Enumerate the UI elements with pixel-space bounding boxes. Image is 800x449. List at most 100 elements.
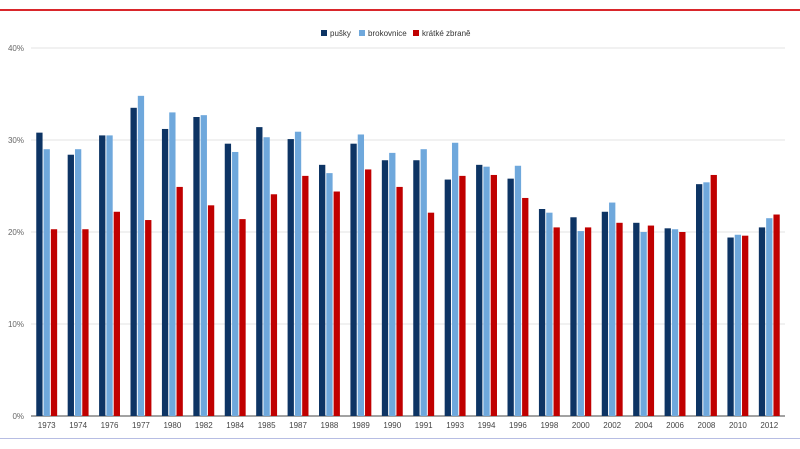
bar-brokovnice-2006 (671, 229, 679, 416)
x-tick-label: 1988 (321, 421, 339, 430)
bar-brokovnice-2012 (766, 218, 773, 416)
bar-pušky-1994 (476, 164, 483, 416)
bar-pušky-2008 (696, 184, 703, 416)
bar-brokovnice-1987 (294, 131, 302, 416)
bar-brokovnice-2004 (640, 232, 647, 416)
bar-brokovnice-1982 (200, 115, 207, 416)
bar-krátké-zbraně-1993 (459, 175, 466, 416)
x-tick-label: 1996 (509, 421, 527, 430)
bar-krátké-zbraně-2006 (679, 232, 686, 416)
bar-krátké-zbraně-1977 (145, 220, 152, 416)
bar-pušky-1998 (538, 209, 546, 416)
x-tick-label: 2010 (729, 421, 747, 430)
bar-brokovnice-1973 (43, 149, 50, 416)
bar-pušky-1991 (413, 160, 420, 416)
grid-lines (31, 47, 785, 417)
bar-krátké-zbraně-2012 (773, 214, 780, 416)
bars (36, 95, 780, 417)
x-tick-label: 1987 (289, 421, 307, 430)
bar-brokovnice-1993 (451, 142, 459, 416)
bar-brokovnice-1977 (137, 95, 145, 416)
bar-pušky-1982 (193, 117, 200, 416)
x-tick-label: 2012 (760, 421, 778, 430)
bar-krátké-zbraně-1989 (365, 169, 372, 416)
bar-brokovnice-2002 (609, 202, 616, 416)
y-tick-label: 40% (8, 44, 24, 53)
bar-pušky-1987 (287, 139, 294, 416)
bar-brokovnice-2000 (577, 231, 584, 416)
bar-pušky-1974 (67, 154, 74, 416)
bar-pušky-2010 (727, 237, 734, 416)
bar-brokovnice-1991 (420, 149, 427, 416)
bar-brokovnice-1996 (514, 165, 522, 416)
bar-krátké-zbraně-1996 (522, 197, 529, 416)
x-tick-label: 2000 (572, 421, 590, 430)
y-tick-label: 20% (8, 228, 24, 237)
bar-pušky-2012 (758, 227, 766, 416)
bar-krátké-zbraně-2008 (710, 174, 717, 416)
x-tick-label: 1982 (195, 421, 213, 430)
x-tick-label: 1973 (38, 421, 56, 430)
bar-brokovnice-1976 (106, 135, 113, 416)
bar-pušky-1980 (161, 128, 169, 416)
x-tick-label: 1980 (163, 421, 181, 430)
bar-pušky-1993 (444, 179, 451, 416)
y-axis-labels: 0% 10% 20% 30% 40% (8, 44, 24, 421)
x-tick-label: 2008 (698, 421, 716, 430)
bar-krátké-zbraně-1985 (270, 194, 278, 416)
bar-pušky-2000 (570, 217, 577, 416)
bar-krátké-zbraně-1984 (239, 219, 246, 416)
bar-pušky-1984 (224, 143, 232, 416)
x-axis-labels: 1973 1974 1976 1977 1980 1982 1984 1985 1987 1988… (38, 421, 779, 430)
bar-krátké-zbraně-1982 (207, 205, 215, 416)
bottom-rule (0, 438, 800, 439)
bar-brokovnice-1985 (263, 137, 270, 417)
x-tick-label: 1993 (446, 421, 464, 430)
bar-krátké-zbraně-1973 (50, 229, 58, 416)
x-tick-label: 1994 (478, 421, 496, 430)
bar-pušky-1976 (99, 135, 106, 416)
bar-brokovnice-1998 (546, 212, 553, 416)
bar-krátké-zbraně-1974 (82, 229, 89, 416)
bar-krátké-zbraně-2004 (647, 225, 655, 416)
bar-krátké-zbraně-1980 (176, 186, 183, 416)
bar-brokovnice-2008 (703, 182, 710, 416)
bar-pušky-1973 (36, 132, 43, 416)
x-tick-label: 1985 (258, 421, 276, 430)
bar-pušky-1996 (507, 178, 514, 416)
bar-brokovnice-2010 (734, 234, 742, 416)
x-tick-label: 2002 (603, 421, 621, 430)
bar-pušky-2002 (601, 211, 609, 416)
bar-krátké-zbraně-1990 (396, 186, 403, 416)
bar-pušky-1990 (381, 160, 389, 416)
x-tick-label: 1990 (383, 421, 401, 430)
bar-brokovnice-1988 (326, 173, 333, 416)
legend: pušky brokovnice krátké zbraně (321, 29, 471, 38)
bar-pušky-1985 (256, 127, 263, 417)
x-tick-label: 2004 (635, 421, 653, 430)
y-tick-label: 0% (12, 412, 24, 421)
legend-label: pušky (330, 29, 351, 38)
bar-krátké-zbraně-2000 (584, 227, 592, 416)
legend-swatch-pušky (321, 30, 327, 36)
x-tick-label: 1976 (101, 421, 119, 430)
x-tick-label: 1991 (415, 421, 433, 430)
bar-krátké-zbraně-1991 (427, 212, 435, 416)
bar-brokovnice-1974 (74, 149, 82, 416)
y-tick-label: 30% (8, 136, 24, 145)
bar-brokovnice-1994 (483, 166, 490, 416)
top-accent-rule (0, 9, 800, 11)
bar-pušky-2006 (664, 228, 671, 416)
bar-krátké-zbraně-1987 (302, 175, 309, 416)
x-tick-label: 1998 (540, 421, 558, 430)
bar-krátké-zbraně-1998 (553, 227, 560, 416)
bar-krátké-zbraně-2002 (616, 222, 623, 416)
bar-krátké-zbraně-2010 (742, 235, 749, 416)
bar-krátké-zbraně-1988 (333, 191, 340, 416)
y-tick-label: 10% (8, 320, 24, 329)
bar-pušky-1989 (350, 143, 357, 416)
legend-swatch-krátké-zbraně (413, 30, 419, 36)
bar-pušky-2004 (633, 222, 640, 416)
x-tick-label: 1984 (226, 421, 244, 430)
bar-pušky-1988 (319, 164, 326, 416)
